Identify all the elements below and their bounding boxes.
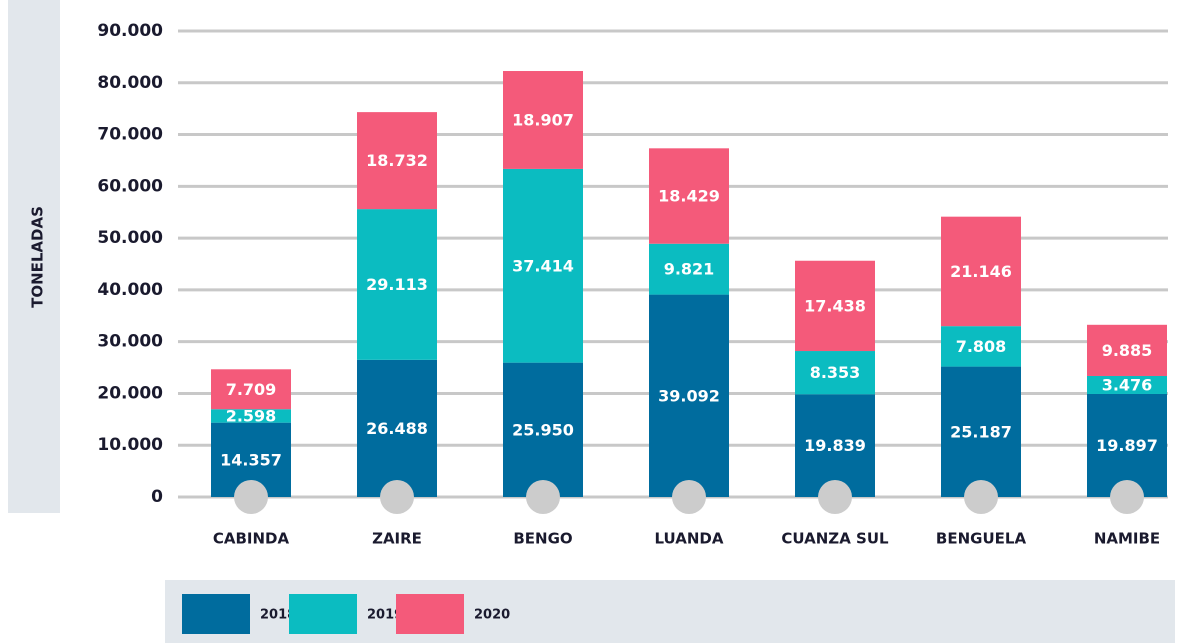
bar-segment <box>649 148 729 244</box>
bar-segment <box>357 112 437 210</box>
bar-segment <box>357 359 437 497</box>
bar-segment <box>1087 393 1167 497</box>
y-tick-label: 50.000 <box>97 228 163 248</box>
data-label: 9.821 <box>664 260 715 279</box>
y-tick-label: 60.000 <box>97 176 163 196</box>
bar-base-dot <box>1110 480 1144 514</box>
bar-base-dot <box>380 480 414 514</box>
bar-segment <box>649 243 729 295</box>
x-tick-label: LUANDA <box>655 530 724 548</box>
data-label: 19.839 <box>804 436 866 455</box>
data-label: 7.808 <box>956 337 1007 356</box>
bar-base-dot <box>964 480 998 514</box>
data-label: 18.732 <box>366 151 428 170</box>
bar-segment <box>795 394 875 497</box>
data-label: 17.438 <box>804 296 866 315</box>
legend-swatch <box>289 594 357 634</box>
data-label: 26.488 <box>366 419 428 438</box>
y-axis-label: TONELADAS <box>29 206 47 308</box>
bar-segment <box>503 168 583 363</box>
x-tick-label: NAMIBE <box>1094 530 1160 548</box>
data-label: 29.113 <box>366 275 428 294</box>
data-label: 39.092 <box>658 386 720 405</box>
data-label: 18.907 <box>512 110 574 129</box>
bar-base-dot <box>672 480 706 514</box>
data-label: 3.476 <box>1102 375 1153 394</box>
data-label: 14.357 <box>220 450 282 469</box>
y-tick-label: 10.000 <box>97 435 163 455</box>
y-tick-label: 70.000 <box>97 125 163 145</box>
data-label: 9.885 <box>1102 341 1153 360</box>
y-tick-label: 30.000 <box>97 332 163 352</box>
bar-segment <box>795 260 875 352</box>
x-tick-label: CUANZA SUL <box>781 530 889 548</box>
bar-segment <box>357 209 437 360</box>
y-tick-label: 80.000 <box>97 73 163 93</box>
y-tick-label: 40.000 <box>97 280 163 300</box>
data-label: 19.897 <box>1096 436 1158 455</box>
bar-segment <box>1087 375 1167 394</box>
data-label: 25.950 <box>512 420 574 439</box>
x-tick-label: BENGO <box>513 530 572 548</box>
legend-swatch <box>182 594 250 634</box>
bar-segment <box>941 366 1021 497</box>
bar-base-dot <box>234 480 268 514</box>
legend-label: 2019 <box>367 608 403 623</box>
bar-segment <box>211 409 291 423</box>
y-tick-label: 20.000 <box>97 383 163 403</box>
y-tick-label: 0 <box>151 487 163 507</box>
data-label: 7.709 <box>226 380 277 399</box>
x-tick-label: CABINDA <box>213 530 290 548</box>
data-label: 8.353 <box>810 363 861 382</box>
bar-segment <box>795 351 875 395</box>
y-label-box <box>8 0 60 513</box>
bar-base-dot <box>526 480 560 514</box>
bar-segment <box>649 294 729 497</box>
legend-label: 2018 <box>260 608 296 623</box>
x-tick-label: BENGUELA <box>936 530 1027 548</box>
data-label: 21.146 <box>950 262 1012 281</box>
bar-segment <box>941 216 1021 327</box>
bar-segment <box>941 326 1021 367</box>
y-tick-label: 90.000 <box>97 21 163 41</box>
bar-segment <box>503 362 583 497</box>
bar-segment <box>503 71 583 169</box>
bar-segment <box>211 369 291 410</box>
data-label: 2.598 <box>226 406 277 425</box>
bar-base-dot <box>818 480 852 514</box>
data-label: 25.187 <box>950 422 1012 441</box>
data-label: 37.414 <box>512 256 574 275</box>
data-label: 18.429 <box>658 187 720 206</box>
legend-swatch <box>396 594 464 634</box>
legend-label: 2020 <box>474 608 510 623</box>
x-tick-label: ZAIRE <box>372 530 422 548</box>
bar-segment <box>1087 324 1167 376</box>
